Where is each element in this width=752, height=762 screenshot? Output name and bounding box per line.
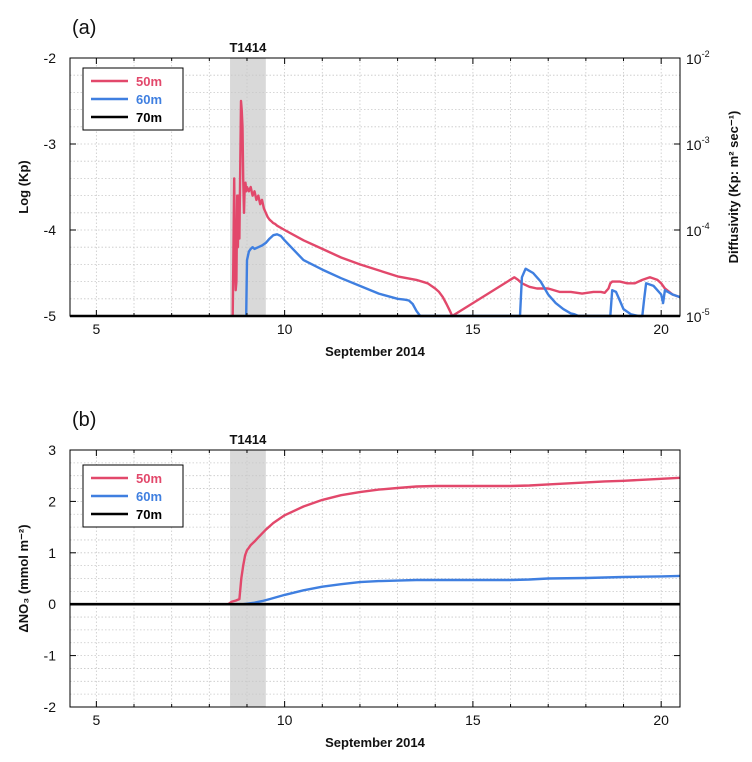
panel-a: (a) T1414 5 10 15 20 -5 -4 -3 -2 September 2014 Log… bbox=[16, 17, 741, 359]
right-tick-exponent: -3 bbox=[702, 135, 710, 145]
x-tick-label: 20 bbox=[653, 712, 669, 728]
series-line-60m bbox=[70, 574, 681, 606]
event-label: T1414 bbox=[229, 432, 267, 447]
right-tick-label: 10-5 bbox=[686, 307, 710, 325]
panel-label: (a) bbox=[72, 17, 96, 39]
y-tick-label: 0 bbox=[48, 596, 56, 612]
y-tick-label: 1 bbox=[48, 545, 56, 561]
x-tick-label: 15 bbox=[465, 321, 481, 337]
right-tick-label: 10-2 bbox=[686, 49, 710, 67]
right-tick-exponent: -5 bbox=[702, 307, 710, 317]
plot-frame bbox=[69, 449, 681, 708]
y-tick-label: -1 bbox=[44, 648, 57, 664]
y-tick-label: -3 bbox=[44, 136, 57, 152]
y-tick-label: -2 bbox=[44, 699, 57, 715]
legend-label-50m: 50m bbox=[136, 471, 162, 486]
legend-label-50m: 50m bbox=[136, 74, 162, 89]
x-tick-label: 5 bbox=[92, 321, 100, 337]
x-tick-label: 15 bbox=[465, 712, 481, 728]
right-tick-base: 10 bbox=[686, 223, 702, 239]
panel-label: (b) bbox=[72, 409, 96, 431]
legend-label-60m: 60m bbox=[136, 489, 162, 504]
y-tick-label: -4 bbox=[44, 222, 57, 238]
legend-label-70m: 70m bbox=[136, 507, 162, 522]
x-tick-label: 10 bbox=[277, 321, 293, 337]
legend-label-70m: 70m bbox=[136, 110, 162, 125]
right-tick-exponent: -4 bbox=[702, 221, 710, 231]
legend-label-60m: 60m bbox=[136, 92, 162, 107]
y-tick-label: -5 bbox=[44, 308, 57, 324]
right-tick-exponent: -2 bbox=[702, 49, 710, 59]
x-axis-title: September 2014 bbox=[325, 344, 425, 359]
right-tick-base: 10 bbox=[686, 309, 702, 325]
y-tick-label: 3 bbox=[48, 442, 56, 458]
x-tick-label: 5 bbox=[92, 712, 100, 728]
right-tick-label: 10-3 bbox=[686, 135, 710, 153]
y-tick-label: -2 bbox=[44, 50, 57, 66]
series-line-50m bbox=[70, 476, 681, 606]
right-tick-label: 10-4 bbox=[686, 221, 710, 239]
series-line-50m bbox=[231, 99, 681, 318]
y-tick-label: 2 bbox=[48, 493, 56, 509]
right-tick-base: 10 bbox=[686, 51, 702, 67]
panel-b: (b) T1414 5 10 15 20 -2 -1 0 1 2 3 September 2014 ΔNO… bbox=[16, 409, 681, 750]
grid bbox=[70, 449, 680, 708]
event-label: T1414 bbox=[229, 40, 267, 55]
y-axis-title: ΔNO₃ (mmol m⁻²) bbox=[16, 524, 31, 632]
x-tick-label: 20 bbox=[653, 321, 669, 337]
series-line-60m bbox=[245, 233, 681, 318]
y-axis-title: Log (Kp) bbox=[16, 160, 31, 213]
plot-frame bbox=[69, 57, 681, 317]
right-axis-title: Diffusivity (Kp: m² sec⁻¹) bbox=[726, 111, 741, 264]
right-tick-base: 10 bbox=[686, 137, 702, 153]
x-tick-label: 10 bbox=[277, 712, 293, 728]
x-axis-title: September 2014 bbox=[325, 735, 425, 750]
